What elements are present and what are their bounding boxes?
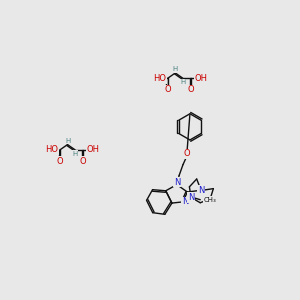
Text: N: N [174, 178, 180, 187]
Text: H: H [180, 79, 186, 85]
Text: N: N [188, 193, 194, 202]
Text: CH₃: CH₃ [203, 197, 216, 203]
Text: O: O [184, 149, 190, 158]
Text: N: N [198, 186, 204, 195]
Text: OH: OH [194, 74, 207, 83]
Text: O: O [164, 85, 171, 94]
Text: H: H [173, 66, 178, 72]
Text: HO: HO [46, 146, 59, 154]
Text: H: H [73, 151, 78, 157]
Text: O: O [80, 157, 86, 166]
Text: OH: OH [86, 146, 99, 154]
Text: HO: HO [153, 74, 167, 83]
Text: O: O [188, 85, 194, 94]
Text: N: N [182, 197, 188, 206]
Text: H: H [65, 138, 70, 144]
Text: O: O [56, 157, 63, 166]
